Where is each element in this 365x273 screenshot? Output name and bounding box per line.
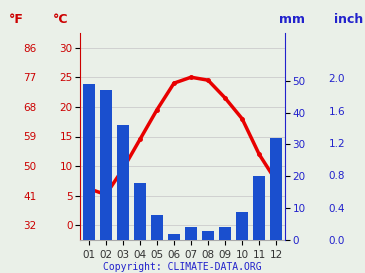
Bar (270, 138, 282, 240)
Bar (100, 90, 112, 240)
Text: mm: mm (279, 13, 305, 26)
Bar (202, 231, 214, 240)
Bar (151, 215, 163, 240)
Bar (219, 227, 231, 240)
Text: °C: °C (53, 13, 68, 26)
Text: Copyright: CLIMATE-DATA.ORG: Copyright: CLIMATE-DATA.ORG (103, 262, 262, 272)
Text: °F: °F (9, 13, 24, 26)
Bar (253, 176, 265, 240)
Bar (83, 84, 95, 240)
Bar (134, 183, 146, 240)
Bar (168, 234, 180, 240)
Bar (185, 227, 197, 240)
Bar (117, 125, 129, 240)
Text: inch: inch (334, 13, 363, 26)
Bar (236, 212, 248, 240)
